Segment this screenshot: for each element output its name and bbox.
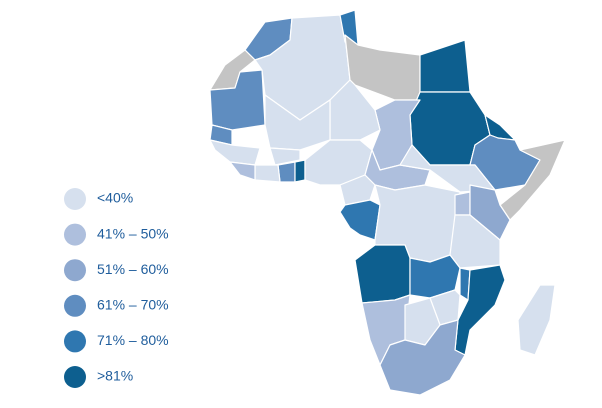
country [469,184,511,241]
legend-label: <40% [97,190,133,206]
country [277,161,296,183]
country [419,39,471,93]
legend-swatch [64,330,86,353]
country [354,244,411,304]
country [294,159,306,183]
legend-label: >81% [97,368,133,384]
country [409,254,461,299]
legend-swatch [64,223,86,246]
country [229,161,256,181]
legend-label: 61% – 70% [97,297,169,313]
legend-label: 41% – 50% [97,225,169,241]
legend-swatch [64,366,86,388]
country [339,174,376,206]
countries [209,9,566,396]
legend-label: 71% – 80% [97,332,169,348]
country [209,139,261,166]
country [454,191,471,216]
country [339,199,381,241]
legend-swatch [64,259,86,282]
legend: <40% 41% – 50% 51% – 60% 61% – 70% 71% – 80%… [64,188,169,388]
country [379,319,466,396]
legend-label: 51% – 60% [97,261,169,277]
country [269,147,301,166]
legend-swatch [64,294,86,317]
country [254,164,281,183]
country [517,284,556,356]
country [454,264,506,356]
legend-swatch [64,188,86,210]
country [264,94,331,151]
